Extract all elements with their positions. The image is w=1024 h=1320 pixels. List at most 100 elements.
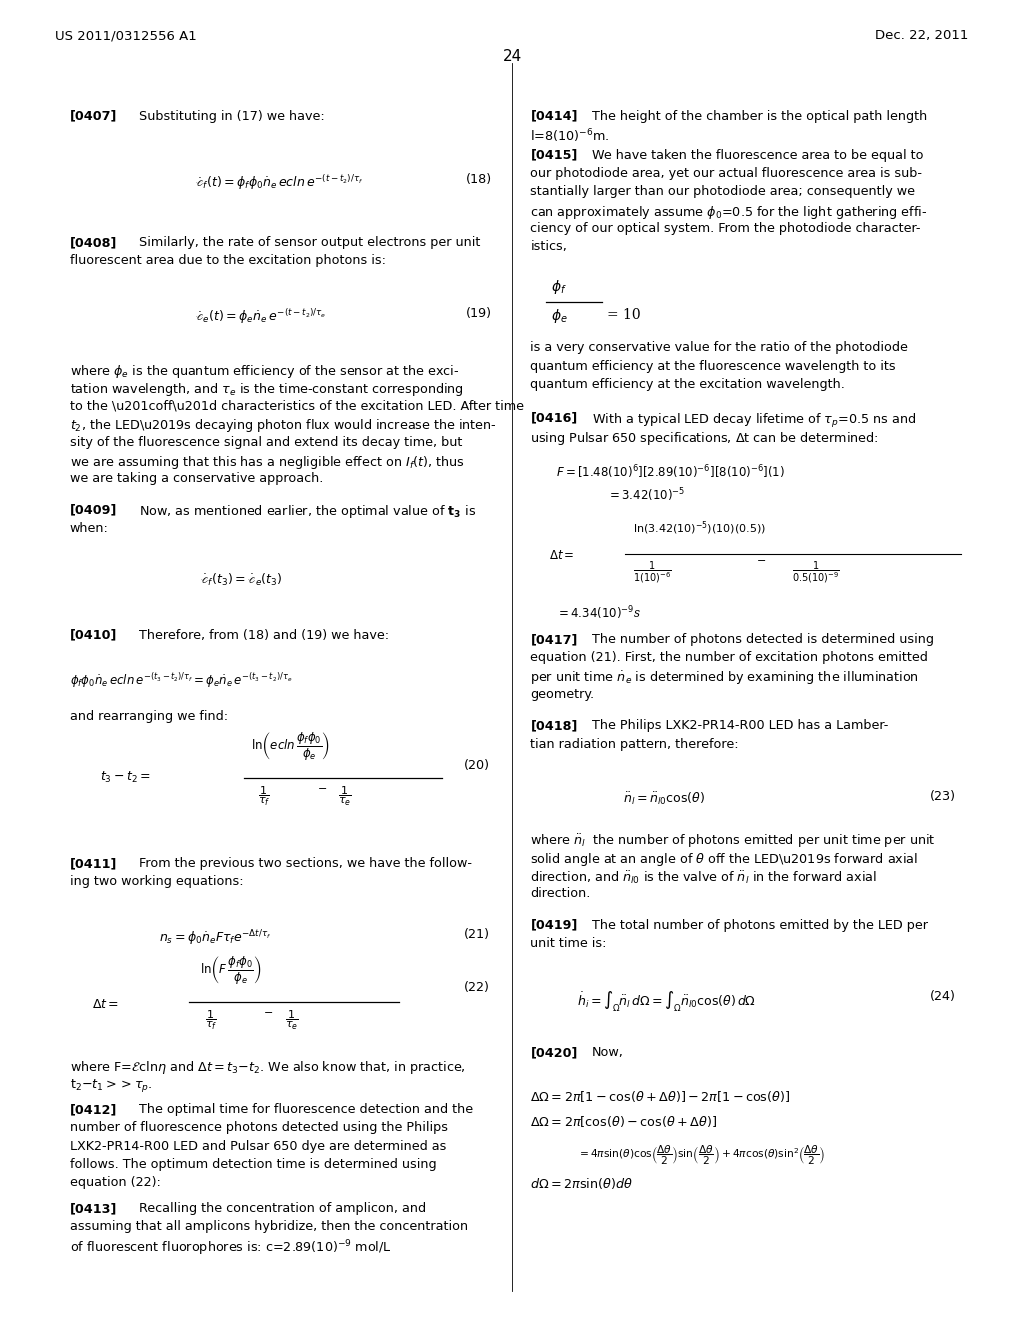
Text: (20): (20) xyxy=(464,759,489,772)
Text: [0417]: [0417] xyxy=(530,634,578,647)
Text: $\dfrac{1}{\tau_e}$: $\dfrac{1}{\tau_e}$ xyxy=(338,784,351,808)
Text: follows. The optimum detection time is determined using: follows. The optimum detection time is d… xyxy=(70,1158,436,1171)
Text: $\ln\!\left(F\,\dfrac{\phi_f\phi_0}{\phi_e}\right)$: $\ln\!\left(F\,\dfrac{\phi_f\phi_0}{\phi… xyxy=(200,954,261,986)
Text: Now,: Now, xyxy=(592,1047,624,1060)
Text: to the \u201coff\u201d characteristics of the excitation LED. After time: to the \u201coff\u201d characteristics o… xyxy=(70,399,523,412)
Text: $\dot{h}_i = \int_\Omega \ddot{n}_l\,d\Omega = \int_\Omega \ddot{n}_{l0}\cos(\th: $\dot{h}_i = \int_\Omega \ddot{n}_l\,d\O… xyxy=(577,990,756,1015)
Text: $-$: $-$ xyxy=(317,781,328,792)
Text: (21): (21) xyxy=(464,928,489,941)
Text: using Pulsar 650 specifications, $\Delta$t can be determined:: using Pulsar 650 specifications, $\Delta… xyxy=(530,430,880,447)
Text: stantially larger than our photodiode area; consequently we: stantially larger than our photodiode ar… xyxy=(530,185,915,198)
Text: Therefore, from (18) and (19) we have:: Therefore, from (18) and (19) we have: xyxy=(139,628,389,642)
Text: $-$: $-$ xyxy=(263,1006,273,1016)
Text: we are assuming that this has a negligible effect on $I_f(t)$, thus: we are assuming that this has a negligib… xyxy=(70,454,465,471)
Text: $\Delta\Omega = 2\pi[\cos(\theta) - \cos(\theta + \Delta\theta)]$: $\Delta\Omega = 2\pi[\cos(\theta) - \cos… xyxy=(530,1114,718,1129)
Text: $\phi_e$: $\phi_e$ xyxy=(551,308,567,325)
Text: Similarly, the rate of sensor output electrons per unit: Similarly, the rate of sensor output ele… xyxy=(139,236,480,249)
Text: With a typical LED decay lifetime of $\tau_p$=0.5 ns and: With a typical LED decay lifetime of $\t… xyxy=(592,412,916,430)
Text: $\ln(3.42(10)^{-5})(10)(0.5))$: $\ln(3.42(10)^{-5})(10)(0.5))$ xyxy=(633,520,766,537)
Text: sity of the fluorescence signal and extend its decay time, but: sity of the fluorescence signal and exte… xyxy=(70,436,462,449)
Text: The number of photons detected is determined using: The number of photons detected is determ… xyxy=(592,634,934,647)
Text: quantum efficiency at the excitation wavelength.: quantum efficiency at the excitation wav… xyxy=(530,378,845,391)
Text: tation wavelength, and $\tau_e$ is the time-constant corresponding: tation wavelength, and $\tau_e$ is the t… xyxy=(70,381,464,397)
Text: [0414]: [0414] xyxy=(530,110,578,123)
Text: assuming that all amplicons hybridize, then the concentration: assuming that all amplicons hybridize, t… xyxy=(70,1221,468,1233)
Text: (23): (23) xyxy=(930,791,955,804)
Text: (18): (18) xyxy=(466,173,493,186)
Text: $= 4\pi\sin(\theta)\cos\!\left(\dfrac{\Delta\theta}{2}\right)\sin\!\left(\dfrac{: $= 4\pi\sin(\theta)\cos\!\left(\dfrac{\D… xyxy=(577,1143,825,1167)
Text: $n_s = \phi_0\dot{n}_e F\tau_f e^{-\Delta t/\tau_f}$: $n_s = \phi_0\dot{n}_e F\tau_f e^{-\Delt… xyxy=(159,928,271,948)
Text: $\phi_f\phi_0\dot{n}_e\,ecln\,e^{-(t_3-t_2)/\tau_f} = \phi_e\dot{n}_e\,e^{-(t_3-: $\phi_f\phi_0\dot{n}_e\,ecln\,e^{-(t_3-t… xyxy=(70,671,292,690)
Text: $\Delta\Omega = 2\pi[1 - \cos(\theta + \Delta\theta)] - 2\pi[1 - \cos(\theta)]$: $\Delta\Omega = 2\pi[1 - \cos(\theta + \… xyxy=(530,1089,791,1104)
Text: [0409]: [0409] xyxy=(70,503,117,516)
Text: $t_2$, the LED\u2019s decaying photon flux would increase the inten-: $t_2$, the LED\u2019s decaying photon fl… xyxy=(70,417,497,434)
Text: solid angle at an angle of $\theta$ off the LED\u2019s forward axial: solid angle at an angle of $\theta$ off … xyxy=(530,851,919,867)
Text: $\dfrac{1}{\tau_f}$: $\dfrac{1}{\tau_f}$ xyxy=(205,1008,217,1032)
Text: where F=$\mathcal{E}$cln$\eta$ and $\Delta t$$=$$t_3$$-$$t_2$. We also know that: where F=$\mathcal{E}$cln$\eta$ and $\Del… xyxy=(70,1059,466,1076)
Text: we are taking a conservative approach.: we are taking a conservative approach. xyxy=(70,473,323,484)
Text: $\dfrac{1}{1(10)^{-6}}$: $\dfrac{1}{1(10)^{-6}}$ xyxy=(633,560,672,585)
Text: $\Delta t =$: $\Delta t =$ xyxy=(92,998,120,1011)
Text: direction, and $\ddot{n}_{l0}$ is the valve of $\ddot{n}_l$ in the forward axial: direction, and $\ddot{n}_{l0}$ is the va… xyxy=(530,869,878,886)
Text: $\dfrac{1}{\tau_f}$: $\dfrac{1}{\tau_f}$ xyxy=(258,784,270,808)
Text: $\ddot{n}_l = \ddot{n}_{l0}\cos(\theta)$: $\ddot{n}_l = \ddot{n}_{l0}\cos(\theta)$ xyxy=(623,791,705,807)
Text: $d\Omega = 2\pi\sin(\theta)d\theta$: $d\Omega = 2\pi\sin(\theta)d\theta$ xyxy=(530,1176,634,1191)
Text: [0410]: [0410] xyxy=(70,628,117,642)
Text: $\dfrac{1}{\tau_e}$: $\dfrac{1}{\tau_e}$ xyxy=(285,1008,298,1032)
Text: $\phi_f$: $\phi_f$ xyxy=(551,279,566,296)
Text: We have taken the fluorescence area to be equal to: We have taken the fluorescence area to b… xyxy=(592,149,924,162)
Text: = 10: = 10 xyxy=(607,309,641,322)
Text: of fluorescent fluorophores is: c=2.89(10)$^{-9}$ mol/L: of fluorescent fluorophores is: c=2.89(1… xyxy=(70,1238,391,1258)
Text: unit time is:: unit time is: xyxy=(530,937,607,950)
Text: $\dot{\mathscr{e}}_f(t) = \phi_f\phi_0\dot{n}_e\,ecln\,e^{-(t-t_2)/\tau_f}$: $\dot{\mathscr{e}}_f(t) = \phi_f\phi_0\d… xyxy=(195,173,362,191)
Text: The height of the chamber is the optical path length: The height of the chamber is the optical… xyxy=(592,110,927,123)
Text: [0418]: [0418] xyxy=(530,719,578,733)
Text: tian radiation pattern, therefore:: tian radiation pattern, therefore: xyxy=(530,738,739,751)
Text: istics,: istics, xyxy=(530,240,567,253)
Text: Recalling the concentration of amplicon, and: Recalling the concentration of amplicon,… xyxy=(139,1203,426,1216)
Text: [0412]: [0412] xyxy=(70,1104,117,1117)
Text: $\dfrac{1}{0.5(10)^{-9}}$: $\dfrac{1}{0.5(10)^{-9}}$ xyxy=(792,560,840,585)
Text: 24: 24 xyxy=(503,49,521,63)
Text: our photodiode area, yet our actual fluorescence area is sub-: our photodiode area, yet our actual fluo… xyxy=(530,168,923,180)
Text: geometry.: geometry. xyxy=(530,688,595,701)
Text: $-$: $-$ xyxy=(756,554,766,564)
Text: $\dot{\mathscr{e}}_e(t) = \phi_e\dot{n}_e\,e^{-(t-t_2)/\tau_e}$: $\dot{\mathscr{e}}_e(t) = \phi_e\dot{n}_… xyxy=(195,308,326,326)
Text: ing two working equations:: ing two working equations: xyxy=(70,875,244,888)
Text: [0411]: [0411] xyxy=(70,857,117,870)
Text: and rearranging we find:: and rearranging we find: xyxy=(70,710,227,723)
Text: quantum efficiency at the fluorescence wavelength to its: quantum efficiency at the fluorescence w… xyxy=(530,359,896,372)
Text: [0408]: [0408] xyxy=(70,236,117,249)
Text: Dec. 22, 2011: Dec. 22, 2011 xyxy=(876,29,969,42)
Text: $= 3.42(10)^{-5}$: $= 3.42(10)^{-5}$ xyxy=(607,487,685,504)
Text: l=8(10)$^{-6}$m.: l=8(10)$^{-6}$m. xyxy=(530,128,609,145)
Text: [0413]: [0413] xyxy=(70,1203,117,1216)
Text: The Philips LXK2-PR14-R00 LED has a Lamber-: The Philips LXK2-PR14-R00 LED has a Lamb… xyxy=(592,719,888,733)
Text: LXK2-PR14-R00 LED and Pulsar 650 dye are determined as: LXK2-PR14-R00 LED and Pulsar 650 dye are… xyxy=(70,1139,446,1152)
Text: (22): (22) xyxy=(464,981,489,994)
Text: number of fluorescence photons detected using the Philips: number of fluorescence photons detected … xyxy=(70,1122,447,1134)
Text: equation (21). First, the number of excitation photons emitted: equation (21). First, the number of exci… xyxy=(530,652,929,664)
Text: where $\ddot{n}_l$  the number of photons emitted per unit time per unit: where $\ddot{n}_l$ the number of photons… xyxy=(530,833,936,850)
Text: per unit time $\dot{n}_e$ is determined by examining the illumination: per unit time $\dot{n}_e$ is determined … xyxy=(530,669,920,688)
Text: Substituting in (17) we have:: Substituting in (17) we have: xyxy=(139,110,325,123)
Text: $\ln\!\left(\mathit{ecln}\,\dfrac{\phi_f\phi_0}{\phi_e}\right)$: $\ln\!\left(\mathit{ecln}\,\dfrac{\phi_f… xyxy=(251,730,330,762)
Text: [0415]: [0415] xyxy=(530,149,578,162)
Text: where $\phi_e$ is the quantum efficiency of the sensor at the exci-: where $\phi_e$ is the quantum efficiency… xyxy=(70,363,459,380)
Text: Now, as mentioned earlier, the optimal value of $\mathbf{t_3}$ is: Now, as mentioned earlier, the optimal v… xyxy=(139,503,476,520)
Text: when:: when: xyxy=(70,521,109,535)
Text: [0419]: [0419] xyxy=(530,919,578,932)
Text: (19): (19) xyxy=(466,308,492,321)
Text: can approximately assume $\phi_0$=0.5 for the light gathering effi-: can approximately assume $\phi_0$=0.5 fo… xyxy=(530,203,928,220)
Text: US 2011/0312556 A1: US 2011/0312556 A1 xyxy=(55,29,197,42)
Text: The optimal time for fluorescence detection and the: The optimal time for fluorescence detect… xyxy=(139,1104,473,1117)
Text: direction.: direction. xyxy=(530,887,591,900)
Text: t$_2$$-$$t_1$$>>$$\tau_p$.: t$_2$$-$$t_1$$>>$$\tau_p$. xyxy=(70,1077,153,1094)
Text: $= 4.34(10)^{-9}$s: $= 4.34(10)^{-9}$s xyxy=(556,605,641,622)
Text: [0420]: [0420] xyxy=(530,1047,578,1060)
Text: is a very conservative value for the ratio of the photodiode: is a very conservative value for the rat… xyxy=(530,342,908,354)
Text: From the previous two sections, we have the follow-: From the previous two sections, we have … xyxy=(139,857,472,870)
Text: $t_3 - t_2 =$: $t_3 - t_2 =$ xyxy=(100,770,151,785)
Text: [0416]: [0416] xyxy=(530,412,578,425)
Text: $\dot{\mathscr{e}}_f(t_3) = \dot{\mathscr{e}}_e(t_3)$: $\dot{\mathscr{e}}_f(t_3) = \dot{\mathsc… xyxy=(200,572,283,587)
